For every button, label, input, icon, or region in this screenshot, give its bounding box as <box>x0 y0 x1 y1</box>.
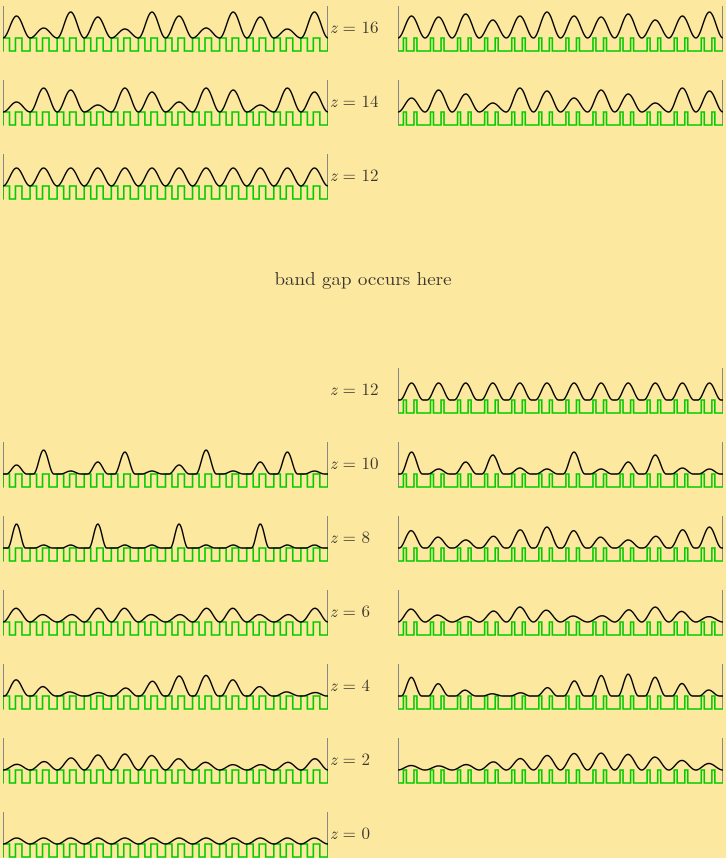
z-label: z = 0 <box>330 820 370 844</box>
panel-z-right <box>398 588 723 636</box>
potential-trace <box>3 474 328 487</box>
panel-z-right <box>398 366 723 414</box>
z-label: z = 14 <box>330 88 379 112</box>
wavefunction-trace <box>3 88 328 112</box>
potential-trace <box>398 548 723 561</box>
wavefunction-trace <box>398 383 723 400</box>
wavefunction-trace <box>3 675 328 696</box>
wavefunction-trace <box>398 753 723 770</box>
potential-trace <box>398 38 723 51</box>
potential-trace <box>3 844 328 857</box>
wavefunction-trace <box>3 450 328 474</box>
potential-trace <box>3 38 328 51</box>
wavefunction-trace <box>3 168 328 186</box>
panel-z-left <box>3 810 328 858</box>
z-label: z = 6 <box>330 598 370 622</box>
panel-z-right <box>398 440 723 488</box>
z-label: z = 4 <box>330 672 370 696</box>
potential-trace <box>398 400 723 413</box>
potential-trace <box>3 112 328 125</box>
panel-z-right <box>398 4 723 52</box>
potential-trace <box>398 622 723 635</box>
panel-z-left <box>3 736 328 784</box>
panel-z-left <box>3 588 328 636</box>
panel-z-left <box>3 662 328 710</box>
panel-z-left <box>3 514 328 562</box>
wavefunction-trace <box>3 608 328 622</box>
wavefunction-trace <box>398 452 723 474</box>
wavefunction-trace <box>398 607 723 622</box>
wavefunction-trace <box>398 88 723 112</box>
z-label: z = 12 <box>330 376 379 400</box>
z-label: z = 2 <box>330 746 370 770</box>
wavefunction-trace <box>398 12 723 38</box>
band-gap-label: band gap occurs here <box>0 264 726 291</box>
z-label: z = 16 <box>330 14 379 38</box>
potential-trace <box>398 474 723 487</box>
wavefunction-trace <box>398 527 723 548</box>
potential-trace <box>398 112 723 125</box>
panel-z-right <box>398 662 723 710</box>
panel-z-right <box>398 78 723 126</box>
z-label: z = 12 <box>330 162 379 186</box>
wavefunction-trace <box>3 524 328 548</box>
panel-z-left <box>3 152 328 200</box>
panel-z-left <box>3 440 328 488</box>
wavefunction-trace <box>3 754 328 770</box>
panel-z-right <box>398 514 723 562</box>
potential-trace <box>398 770 723 783</box>
potential-trace <box>3 770 328 783</box>
potential-trace <box>398 696 723 709</box>
potential-trace <box>3 548 328 561</box>
z-label: z = 8 <box>330 524 370 548</box>
panel-z-left <box>3 4 328 52</box>
potential-trace <box>3 696 328 709</box>
panel-z-right <box>398 736 723 784</box>
wavefunction-trace <box>3 12 328 38</box>
wavefunction-trace <box>3 838 328 844</box>
z-label: z = 10 <box>330 450 379 474</box>
potential-trace <box>3 186 328 199</box>
potential-trace <box>3 622 328 635</box>
wavefunction-trace <box>398 674 723 696</box>
panel-z-left <box>3 78 328 126</box>
